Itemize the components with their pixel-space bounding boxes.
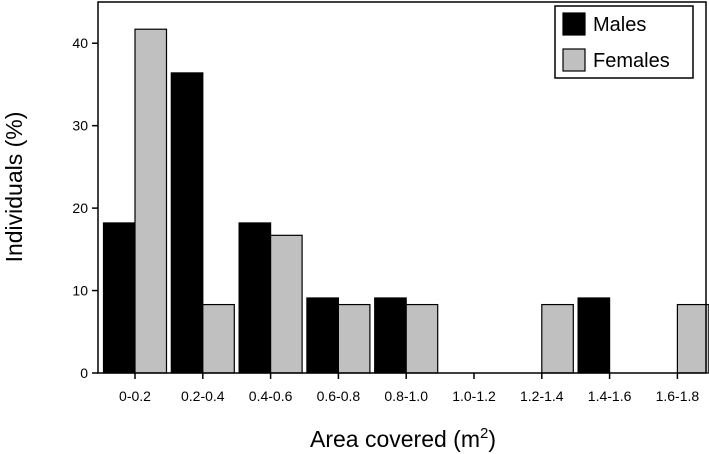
x-tick-label-0.8-1.0: 0.8-1.0 xyxy=(384,388,428,404)
x-tick-label-1.2-1.4: 1.2-1.4 xyxy=(520,388,564,404)
bar-females-1.6-1.8 xyxy=(676,303,709,374)
legend-label-males: Males xyxy=(593,14,646,36)
bar-males-0-0.2 xyxy=(102,222,136,374)
x-axis-label-main: Area covered (m xyxy=(310,426,480,452)
bar-males-0.8-1.0 xyxy=(374,297,407,374)
x-axis-label: Area covered (m2) xyxy=(310,425,496,452)
plot-frame xyxy=(97,1,707,374)
y-axis-label: Individuals (%) xyxy=(1,112,27,263)
x-tick-label-0.6-0.8: 0.6-0.8 xyxy=(317,388,361,404)
x-axis: 0-0.2 0.2-0.4 0.4-0.6 0.6-0.8 0.8-1.0 1.0-1.2… xyxy=(119,373,699,404)
bar-females-0.6-0.8 xyxy=(337,303,371,374)
legend: Males Females xyxy=(554,5,694,79)
bar-males-1.4-1.6 xyxy=(577,297,611,374)
x-tick-label-0-0.2: 0-0.2 xyxy=(119,388,151,404)
x-axis-label-close: ) xyxy=(488,426,496,452)
legend-swatch-males xyxy=(562,12,586,36)
bar-females-1.2-1.4 xyxy=(541,303,574,374)
x-tick-label-0.4-0.6: 0.4-0.6 xyxy=(249,388,293,404)
bar-females-0.2-0.4 xyxy=(202,303,235,374)
y-axis: 0 10 20 30 40 xyxy=(72,35,98,381)
y-tick-label-40: 40 xyxy=(72,35,88,51)
x-tick-label-1.4-1.6: 1.4-1.6 xyxy=(588,388,632,404)
bar-males-0.2-0.4 xyxy=(170,72,204,374)
x-axis-label-superscript: 2 xyxy=(480,425,488,442)
legend-swatch-females xyxy=(562,48,586,72)
bar-females-0.8-1.0 xyxy=(405,303,439,374)
bar-females-0-0.2 xyxy=(134,28,168,374)
legend-label-females: Females xyxy=(593,50,670,72)
y-tick-label-0: 0 xyxy=(80,365,88,381)
x-tick-label-1.6-1.8: 1.6-1.8 xyxy=(656,388,700,404)
bar-females-0.4-0.6 xyxy=(270,234,303,374)
y-tick-label-30: 30 xyxy=(72,118,88,134)
bars-group xyxy=(102,28,709,374)
x-tick-label-0.2-0.4: 0.2-0.4 xyxy=(181,388,225,404)
bar-males-0.6-0.8 xyxy=(306,297,339,374)
bar-males-0.4-0.6 xyxy=(238,222,272,374)
y-tick-label-10: 10 xyxy=(72,283,88,299)
x-tick-label-1.0-1.2: 1.0-1.2 xyxy=(452,388,496,404)
y-tick-label-20: 20 xyxy=(72,200,88,216)
